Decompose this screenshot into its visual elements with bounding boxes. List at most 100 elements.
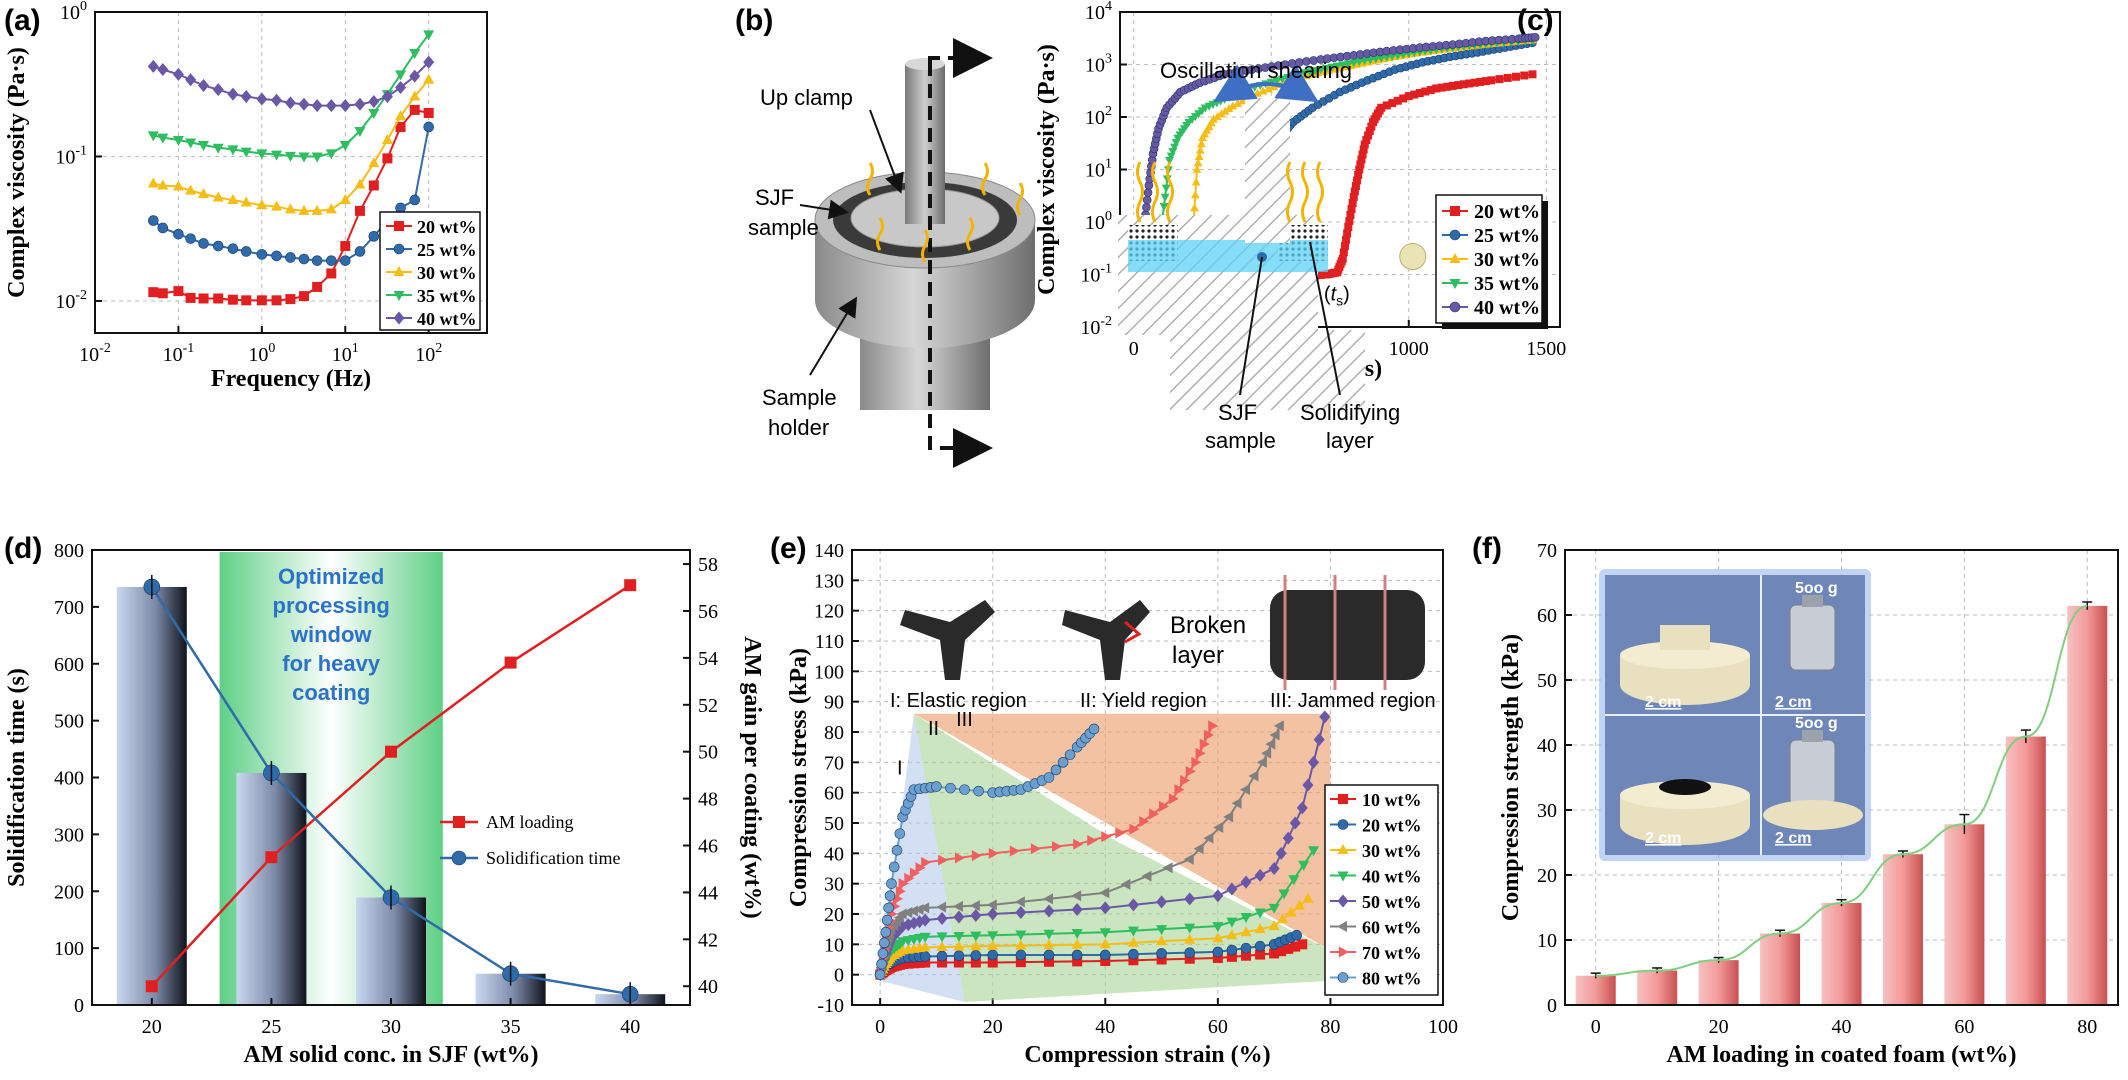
label-solidifying: Solidifying: [1300, 400, 1400, 425]
y-tick-label-right: 58: [698, 554, 718, 576]
y-tick-label: 500: [54, 711, 84, 733]
data-point: [382, 153, 393, 164]
data-point: [914, 957, 925, 968]
data-point: [904, 872, 915, 884]
data-point: [368, 180, 379, 191]
x-tick-label: 10-1: [163, 341, 195, 366]
clamp-rod-top: [905, 58, 945, 70]
y-axis-label: Solidification time (s): [4, 668, 30, 887]
data-point: [1156, 954, 1167, 965]
data-point: [1454, 81, 1463, 90]
upper-rod: [1245, 98, 1290, 243]
heat-arrows-right: [1136, 161, 1324, 223]
y-tick-label: 50: [1537, 670, 1557, 692]
data-point: [1212, 922, 1224, 933]
data-point: [953, 940, 965, 951]
data-point: [198, 141, 210, 152]
y-tick-label: 60: [1537, 605, 1557, 627]
data-point: [1288, 875, 1300, 886]
data-point: [1127, 926, 1139, 937]
data-point: [1382, 53, 1392, 62]
data-point: [1410, 90, 1419, 99]
legend-marker: [1450, 206, 1460, 216]
data-point: [284, 96, 296, 110]
data-point: [1156, 935, 1168, 946]
data-point: [311, 152, 323, 163]
y-tick-label: 30: [1537, 800, 1557, 822]
data-point: [1367, 122, 1376, 131]
label-up-clamp: Up clamp: [760, 85, 853, 110]
data-point: [936, 940, 948, 951]
data-point: [185, 138, 197, 149]
data-point: [1261, 747, 1272, 759]
y-tick-label: 100: [1085, 209, 1112, 234]
data-point: [227, 294, 238, 305]
legend-label: 20 wt%: [1362, 816, 1422, 836]
region-mark-iii: III: [956, 709, 973, 731]
data-point: [256, 149, 268, 160]
weight-handle-1: [1802, 730, 1823, 742]
window-label: for heavy: [282, 651, 381, 676]
chart-f: 0 10 20 30 40 50 60 70 0 20 40 60 80 5oo g 2 cm 2 cm 5oo…: [1498, 540, 2119, 1068]
data-point: [1043, 929, 1055, 940]
data-point: [1129, 823, 1140, 835]
data-point: [936, 912, 948, 926]
data-point: [1316, 270, 1325, 279]
data-point: [381, 134, 393, 145]
data-point: [1308, 755, 1320, 769]
data-point: [256, 295, 267, 306]
data-point: [1099, 928, 1111, 939]
data-point: [1443, 82, 1452, 91]
data-point: [1190, 203, 1199, 212]
label-holder: holder: [768, 415, 829, 440]
x-tick-label: 40: [1832, 1016, 1852, 1038]
y-tick-label: 10: [1537, 930, 1557, 952]
data-point: [409, 104, 420, 115]
solidification-marker: [1399, 243, 1427, 271]
data-point: [1064, 749, 1076, 761]
y-tick-label: 104: [1085, 0, 1112, 24]
data-point: [624, 579, 637, 592]
data-point: [339, 255, 351, 266]
data-point: [1343, 229, 1352, 238]
data-point: [1476, 77, 1485, 86]
legend-marker: [393, 243, 405, 255]
data-point: [1353, 176, 1362, 185]
data-point: [1099, 887, 1110, 899]
data-point: [970, 957, 981, 968]
data-point: [395, 110, 407, 121]
data-point: [172, 180, 184, 191]
data-point: [1197, 139, 1206, 148]
data-point: [1226, 929, 1238, 940]
data-point: [1278, 889, 1290, 900]
data-point: [1212, 952, 1223, 963]
y-tick-label: 100: [54, 938, 84, 960]
data-point: [986, 899, 997, 911]
data-point: [1223, 811, 1234, 823]
pointer-up-clamp: [869, 109, 904, 194]
data-point: [937, 957, 948, 968]
x-axis-label: Frequency (Hz): [211, 366, 371, 392]
data-point: [311, 99, 323, 113]
x-axis-label: AM solid conc. in SJF (wt%): [243, 1042, 538, 1068]
y-tick-label: 103: [1085, 52, 1112, 77]
data-point: [147, 131, 159, 142]
data-point: [147, 177, 159, 188]
x-tick-label: 35: [501, 1016, 521, 1038]
data-point: [212, 191, 224, 202]
data-point: [931, 781, 942, 792]
data-point: [256, 199, 268, 210]
data-point: [311, 204, 323, 215]
data-point: [1421, 87, 1430, 96]
legend-marker: [1338, 794, 1348, 804]
data-point: [1161, 184, 1171, 193]
data-point: [312, 281, 323, 292]
data-point: [212, 240, 224, 252]
chart-e: 0 20 40 60 80 100 -10 0 10 20 30 40 50 60 70 80 90 100 110…: [786, 540, 1458, 1068]
region-mark-i: I: [897, 757, 903, 779]
legend-marker: [1339, 946, 1349, 958]
data-point: [1180, 775, 1191, 787]
data-point: [423, 55, 435, 69]
inset-label-layer: layer: [1172, 642, 1224, 669]
